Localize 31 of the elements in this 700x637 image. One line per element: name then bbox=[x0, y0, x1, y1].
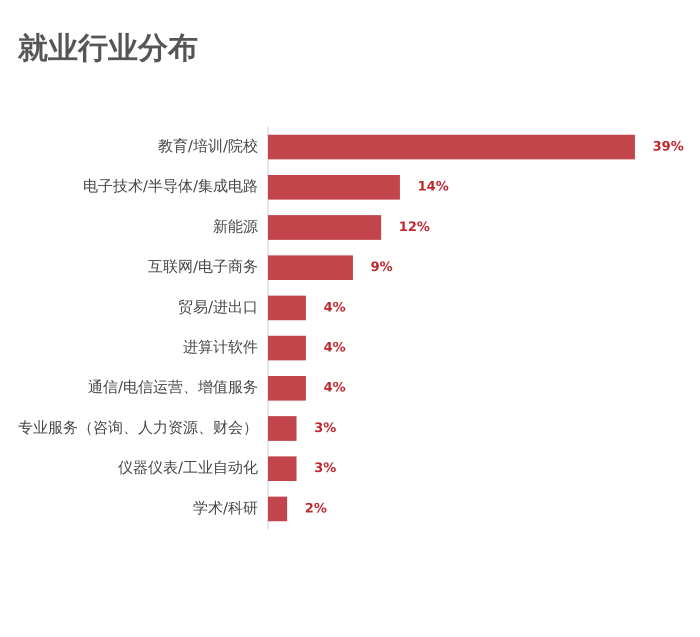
y-tick-label: 新能源 bbox=[213, 217, 258, 236]
bar bbox=[268, 496, 288, 522]
bar bbox=[268, 456, 297, 482]
bar bbox=[268, 134, 635, 160]
y-tick-label: 电子技术/半导体/集成电路 bbox=[82, 177, 258, 196]
data-label: 39% bbox=[652, 139, 684, 154]
data-label: 3% bbox=[314, 461, 336, 476]
bar bbox=[268, 336, 306, 360]
y-tick-label: 学术/科研 bbox=[192, 498, 258, 517]
y-tick-label: 教育/培训/院校 bbox=[158, 136, 258, 155]
data-label: 4% bbox=[324, 300, 346, 316]
data-label: 12% bbox=[398, 220, 430, 235]
bar bbox=[268, 416, 297, 441]
bar bbox=[268, 255, 353, 280]
y-tick-label: 贸易/进出口 bbox=[178, 298, 258, 316]
data-label: 4% bbox=[324, 340, 346, 356]
data-label: 3% bbox=[314, 420, 336, 436]
data-label: 14% bbox=[418, 180, 449, 195]
data-label: 4% bbox=[324, 380, 346, 396]
bar bbox=[268, 376, 306, 401]
y-tick-label: 仪器仪表/工业自动化 bbox=[118, 458, 258, 477]
data-label: 9% bbox=[370, 260, 393, 276]
y-tick-label: 进算计软件 bbox=[183, 338, 258, 356]
y-tick-label: 通信/电信运营、增值服务 bbox=[88, 378, 258, 396]
y-tick-label: 互联网/电子商务 bbox=[148, 258, 258, 276]
bar bbox=[268, 174, 400, 200]
y-tick-label: 专业服务（咨询、人力资源、财会） bbox=[18, 418, 258, 436]
chart-title: 就业行业分布 bbox=[18, 30, 199, 68]
data-label: 2% bbox=[304, 501, 327, 516]
bar bbox=[268, 215, 382, 240]
bar bbox=[268, 296, 306, 320]
